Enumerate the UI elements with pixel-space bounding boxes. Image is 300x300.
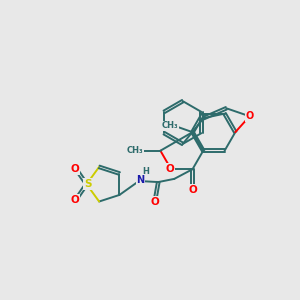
Text: O: O xyxy=(245,111,254,121)
Text: H: H xyxy=(142,167,149,176)
Text: O: O xyxy=(151,197,159,207)
Text: O: O xyxy=(165,164,174,174)
Text: O: O xyxy=(188,185,197,195)
Text: CH₃: CH₃ xyxy=(126,146,143,155)
Text: O: O xyxy=(70,195,79,205)
Text: O: O xyxy=(70,164,79,174)
Text: N: N xyxy=(136,175,145,184)
Text: S: S xyxy=(84,179,92,189)
Text: CH₃: CH₃ xyxy=(161,121,178,130)
